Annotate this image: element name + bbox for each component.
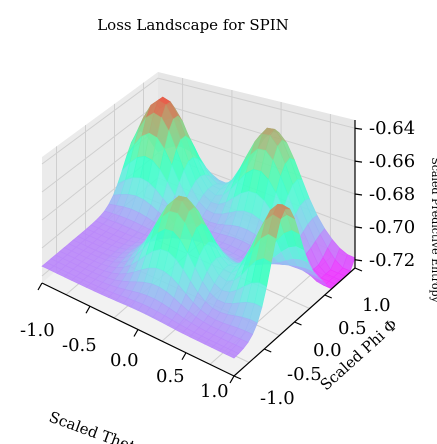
loss-surface xyxy=(41,96,356,359)
x-tick-mark xyxy=(133,329,139,337)
x-tick-label: -1.0 xyxy=(20,320,55,341)
x-tick-label: 0.0 xyxy=(110,350,139,371)
y-tick-label: -0.5 xyxy=(287,364,322,385)
y-tick-label: 0.0 xyxy=(313,340,342,361)
x-tick-label: 0.5 xyxy=(156,366,185,387)
y-tick-mark xyxy=(354,267,363,272)
z-tick-mark xyxy=(354,193,363,196)
y-tick-label: 1.0 xyxy=(362,295,391,316)
z-tick-label: -0.68 xyxy=(369,184,415,205)
z-tick-mark xyxy=(354,259,363,262)
surface-patch xyxy=(226,349,240,359)
x-tick-mark xyxy=(229,375,235,384)
z-tick-mark xyxy=(354,127,363,130)
tick-labels: -1.0-0.50.00.51.0 -1.0-0.50.00.51.0-0.64-… xyxy=(20,118,415,409)
x-tick-mark xyxy=(85,305,91,314)
x-tick-mark xyxy=(37,282,43,291)
z-tick-mark xyxy=(354,226,363,229)
z-grid-line xyxy=(41,77,356,165)
y-tick-mark xyxy=(233,375,242,380)
y-tick-mark xyxy=(294,321,302,326)
z-tick-label: -0.70 xyxy=(369,217,415,238)
z-tick-label: -0.64 xyxy=(369,118,415,139)
y-tick-label: 0.5 xyxy=(338,318,367,339)
z-tick-mark xyxy=(354,160,363,163)
x-tick-label: -0.5 xyxy=(62,335,97,356)
chart-title: Loss Landscape for SPIN xyxy=(97,16,289,34)
x-tick-label: 1.0 xyxy=(200,381,229,402)
z-axis-label: Scaled Predictive Entropy xyxy=(429,157,437,303)
y-tick-label: -1.0 xyxy=(260,388,295,409)
x-axis-label: Scaled Theta θ xyxy=(47,408,159,444)
z-tick-label: -0.66 xyxy=(369,151,415,172)
y-tick-mark xyxy=(324,294,332,299)
z-tick-label: -0.72 xyxy=(369,250,415,271)
y-tick-mark xyxy=(264,348,272,353)
x-tick-mark xyxy=(181,352,187,361)
